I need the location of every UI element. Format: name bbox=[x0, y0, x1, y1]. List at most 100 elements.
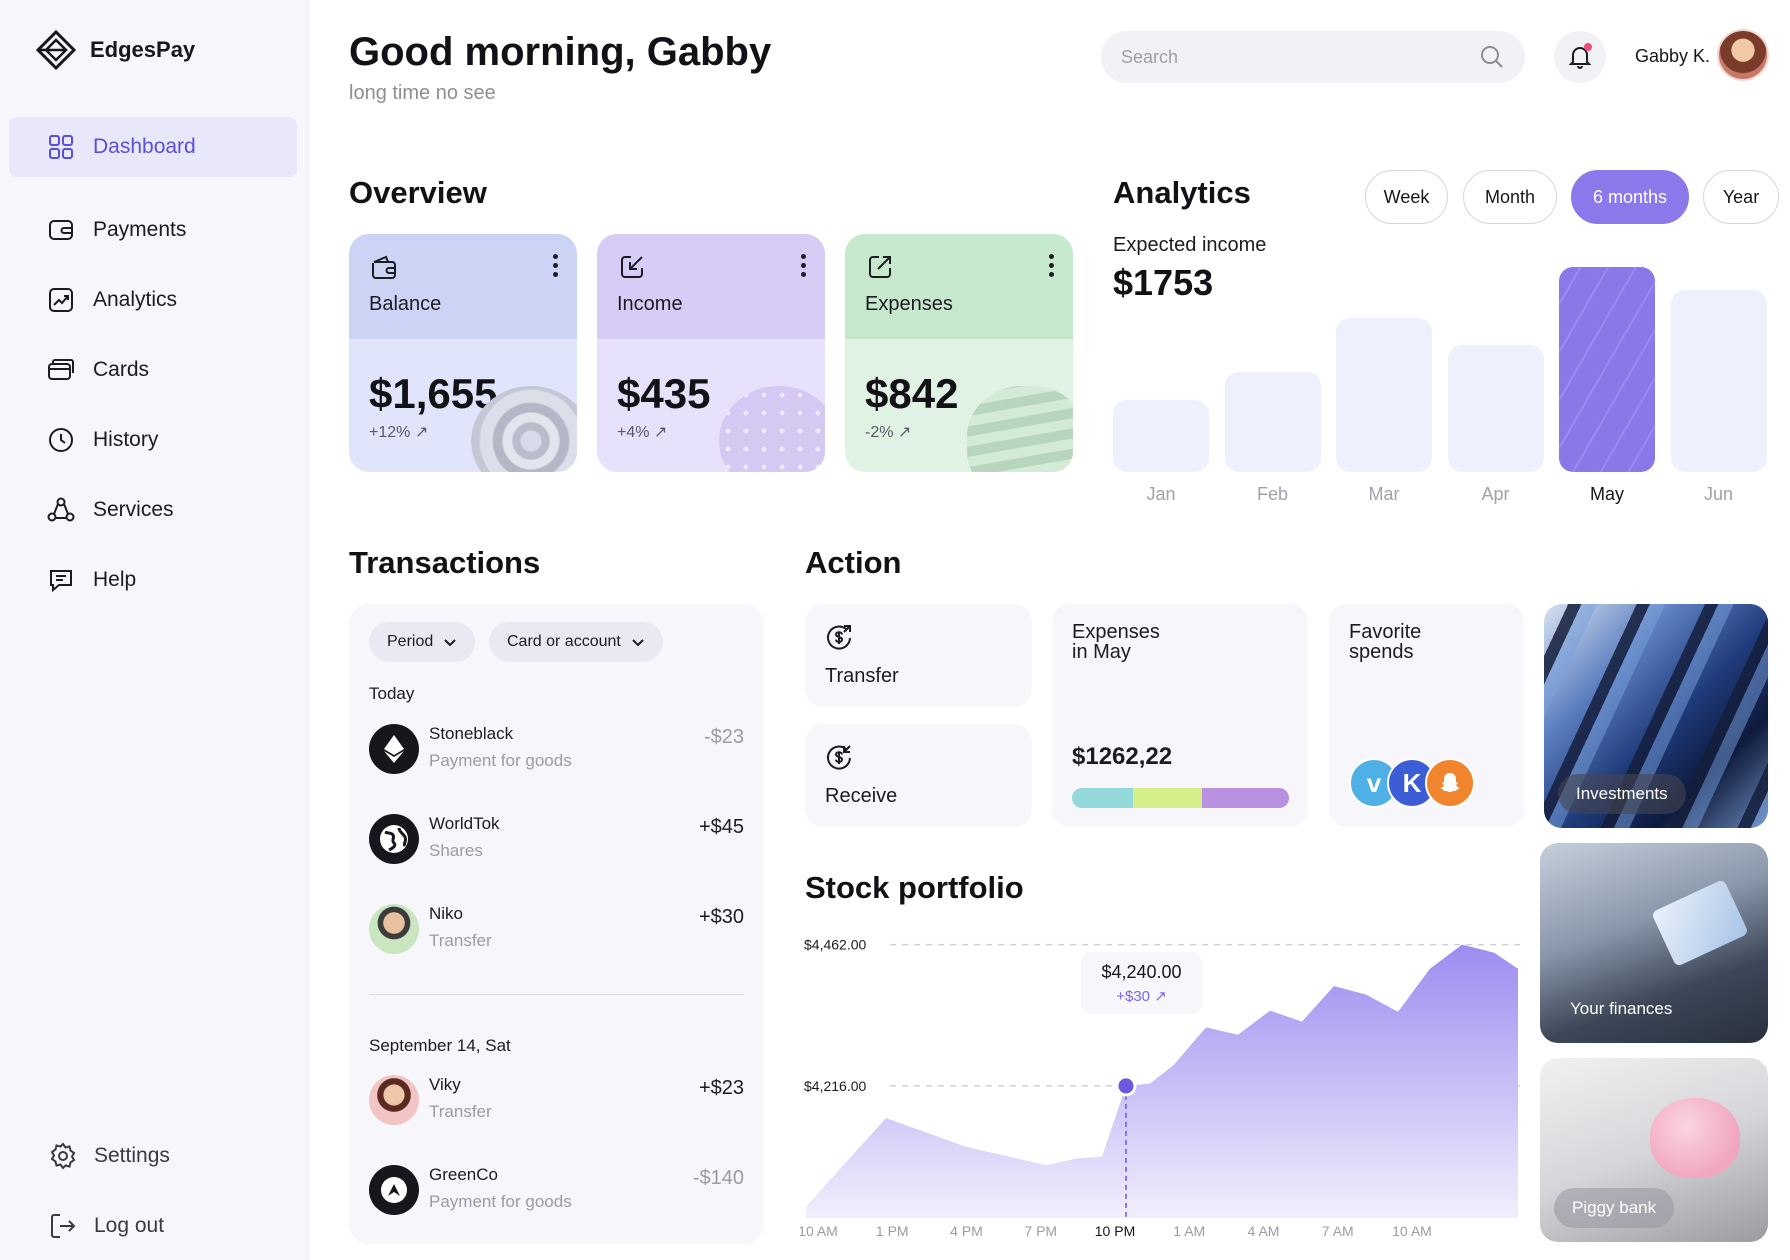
tab-week[interactable]: Week bbox=[1365, 170, 1448, 224]
card-value: $435 bbox=[617, 370, 711, 417]
transactions-title: Transactions bbox=[349, 545, 541, 580]
bar-apr[interactable] bbox=[1447, 345, 1544, 472]
more-icon[interactable] bbox=[801, 254, 807, 281]
edgespay-logo-icon bbox=[36, 30, 76, 70]
y-tick-label: $4,462.00 bbox=[804, 937, 866, 953]
divider bbox=[369, 994, 744, 995]
sidebar-item-label: Services bbox=[93, 498, 174, 521]
arrow-out-icon bbox=[869, 256, 891, 278]
x-tick-label: 10 AM bbox=[1392, 1223, 1432, 1239]
tx-amount: +$30 bbox=[698, 906, 744, 928]
card-label: Income bbox=[617, 293, 683, 315]
tooltip-value: $4,240.00 bbox=[1101, 962, 1182, 982]
bar-may[interactable] bbox=[1559, 267, 1655, 472]
stock-area-chart: $4,462.00 $4,216.00 10 AM 1 PM 4 PM 7 PM 10 PM… bbox=[800, 937, 1522, 1239]
bar-label: Mar bbox=[1368, 484, 1400, 504]
transaction-row[interactable]: WorldTok Shares +$45 bbox=[369, 810, 744, 866]
card-value: $842 bbox=[865, 370, 959, 417]
chat-icon bbox=[50, 570, 72, 593]
bar-jun[interactable] bbox=[1670, 290, 1767, 472]
bar-label: Jun bbox=[1703, 484, 1734, 504]
piggy-bank-card[interactable]: Piggy bank bbox=[1540, 1058, 1768, 1242]
more-icon[interactable] bbox=[1049, 254, 1055, 281]
expense-segment bbox=[1132, 788, 1203, 808]
sidebar-item-label: Analytics bbox=[93, 288, 178, 311]
tx-amount: -$23 bbox=[703, 726, 744, 748]
expenses-card[interactable]: Expenses $842 -2% ↗ bbox=[845, 234, 1073, 472]
sidebar-item-history[interactable]: History bbox=[9, 410, 297, 470]
tab-year[interactable]: Year bbox=[1703, 170, 1779, 224]
sidebar-item-analytics[interactable]: Analytics bbox=[9, 270, 297, 330]
income-card[interactable]: Income $435 +4% ↗ bbox=[597, 234, 825, 472]
transaction-row[interactable]: Viky Transfer +$23 bbox=[369, 1071, 744, 1127]
k-logo-icon: K bbox=[1387, 758, 1437, 808]
bar-feb[interactable] bbox=[1224, 372, 1321, 472]
bar-jan[interactable] bbox=[1113, 400, 1209, 472]
sidebar-item-services[interactable]: Services bbox=[9, 480, 297, 540]
filter-label: Card or account bbox=[507, 633, 621, 650]
wallet-icon bbox=[372, 255, 396, 279]
sidebar-item-payments[interactable]: Payments bbox=[9, 200, 297, 260]
clock-icon bbox=[49, 428, 73, 452]
brand-logo[interactable]: EdgesPay bbox=[36, 30, 195, 70]
sidebar-item-label: Dashboard bbox=[93, 135, 196, 158]
greenco-logo-icon bbox=[369, 1165, 419, 1215]
search-input[interactable] bbox=[1121, 46, 1441, 68]
tx-amount: -$140 bbox=[692, 1167, 744, 1189]
expected-income-value: $1753 bbox=[1113, 262, 1214, 303]
snapchat-logo-icon bbox=[1425, 758, 1475, 808]
cards-icon bbox=[48, 359, 74, 380]
search-bar[interactable] bbox=[1101, 31, 1525, 83]
search-icon[interactable] bbox=[1479, 44, 1505, 70]
piggy-bank-image bbox=[1650, 1098, 1740, 1178]
bar-label: Apr bbox=[1481, 484, 1510, 504]
bar-mar[interactable] bbox=[1336, 318, 1432, 472]
transaction-row[interactable]: Niko Transfer +$30 bbox=[369, 900, 744, 956]
gear-icon bbox=[50, 1142, 76, 1170]
investments-card[interactable]: Investments bbox=[1544, 604, 1768, 828]
sidebar-item-cards[interactable]: Cards bbox=[9, 340, 297, 400]
expense-segment bbox=[1202, 788, 1289, 808]
settings-label: Settings bbox=[94, 1144, 170, 1167]
brand-name: EdgesPay bbox=[90, 37, 196, 62]
avatar bbox=[369, 904, 419, 954]
notifications-button[interactable] bbox=[1554, 31, 1606, 83]
x-tick-label: 7 AM bbox=[1322, 1223, 1354, 1239]
receive-button[interactable]: Receive bbox=[805, 724, 1032, 827]
dollar-receive-icon bbox=[827, 745, 851, 770]
period-filter[interactable]: Period bbox=[369, 622, 476, 662]
x-tick-label: 4 PM bbox=[950, 1223, 983, 1239]
bar-label: May bbox=[1589, 484, 1624, 504]
tab-6-months[interactable]: 6 months bbox=[1571, 170, 1689, 224]
decorative-shape bbox=[719, 386, 825, 472]
more-icon[interactable] bbox=[553, 254, 559, 281]
card-label: Expenses bbox=[865, 293, 953, 315]
decorative-shape bbox=[471, 386, 577, 472]
balance-card[interactable]: Balance $1,655 +12% ↗ bbox=[349, 234, 577, 472]
y-tick-label: $4,216.00 bbox=[804, 1078, 866, 1094]
page-subtitle: long time no see bbox=[349, 82, 496, 104]
logout-link[interactable]: Log out bbox=[48, 1211, 164, 1241]
sidebar-item-dashboard[interactable]: Dashboard bbox=[9, 117, 297, 177]
x-tick-label: 7 PM bbox=[1024, 1223, 1057, 1239]
transaction-row[interactable]: Stoneblack Payment for goods -$23 bbox=[369, 720, 744, 776]
settings-link[interactable]: Settings bbox=[48, 1141, 170, 1171]
transfer-button[interactable]: Transfer bbox=[805, 604, 1032, 707]
analytics-title: Analytics bbox=[1113, 175, 1251, 210]
x-tick-label: 1 AM bbox=[1173, 1223, 1205, 1239]
card-change: +4% ↗ bbox=[617, 424, 668, 441]
services-icon bbox=[47, 497, 75, 522]
avatar[interactable] bbox=[1717, 29, 1769, 81]
bar-label: Jan bbox=[1146, 484, 1176, 504]
your-finances-card[interactable]: Your finances bbox=[1540, 843, 1768, 1043]
filter-label: Period bbox=[387, 633, 434, 650]
tx-name: Stoneblack bbox=[429, 724, 514, 743]
card-account-filter[interactable]: Card or account bbox=[489, 622, 663, 662]
tab-month[interactable]: Month bbox=[1463, 170, 1557, 224]
user-name[interactable]: Gabby K. bbox=[1635, 46, 1711, 66]
sidebar-item-help[interactable]: Help bbox=[9, 550, 297, 610]
expenses-month-label: Expenses in May bbox=[1072, 621, 1160, 663]
tx-amount: +$23 bbox=[698, 1077, 744, 1099]
transaction-row[interactable]: GreenCo Payment for goods -$140 bbox=[369, 1161, 744, 1217]
tx-name: WorldTok bbox=[429, 814, 500, 833]
